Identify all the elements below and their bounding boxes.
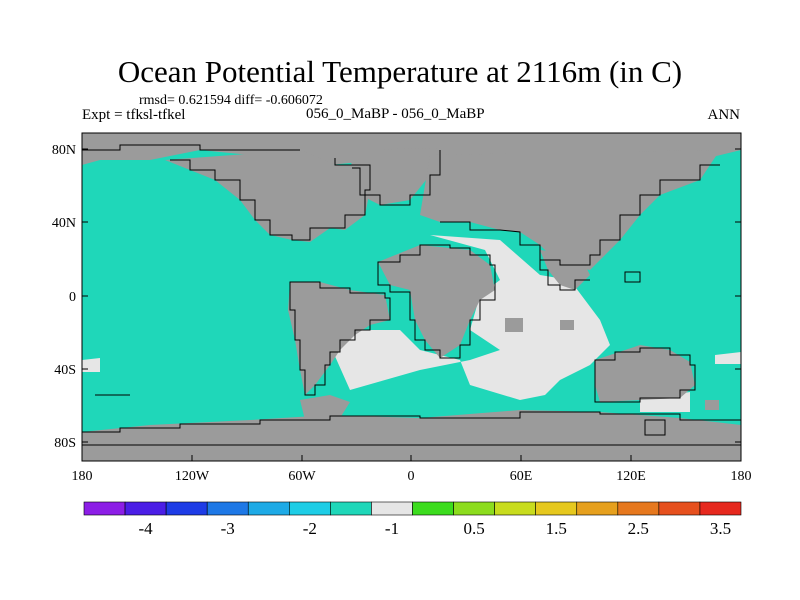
- colorbar-label: 0.5: [463, 519, 484, 538]
- colorbar-swatch: [371, 501, 413, 516]
- lat-tick-labels: 80N 40N 0 40S 80S: [52, 143, 76, 451]
- experiment-label: Expt = tfksl-tfkel: [82, 107, 186, 123]
- lon-label-0: 0: [408, 469, 415, 484]
- colorbar-swatch: [289, 501, 331, 516]
- colorbar-swatch: [617, 501, 660, 516]
- colorbar-label: 1.5: [546, 519, 567, 538]
- stats-line: rmsd= 0.621594 diff= -0.606072: [139, 93, 323, 108]
- colorbar-label: 2.5: [628, 519, 649, 538]
- colorbar-swatch: [699, 501, 742, 516]
- lon-label-120e: 120E: [616, 469, 646, 484]
- lat-label-40n: 40N: [52, 216, 76, 231]
- lat-label-80n: 80N: [52, 143, 76, 158]
- colorbar-label: -4: [139, 519, 154, 538]
- case-label: 056_0_MaBP - 056_0_MaBP: [306, 106, 485, 122]
- colorbar-swatch: [535, 501, 578, 516]
- land-fill: [82, 133, 741, 461]
- colorbar-swatch: [247, 501, 290, 516]
- lon-label-60w: 60W: [288, 469, 316, 484]
- colorbar-swatch: [165, 501, 208, 516]
- colorbar-label: -1: [385, 519, 399, 538]
- lon-tick-labels: 180 120W 60W 0 60E 120E 180: [72, 469, 752, 484]
- colorbar-label: -2: [303, 519, 317, 538]
- lon-label-180w: 180: [72, 469, 93, 484]
- lat-ticks: [82, 148, 741, 443]
- colorbar-swatch: [124, 501, 167, 516]
- colorbar-swatch: [330, 501, 372, 516]
- lon-label-60e: 60E: [510, 469, 533, 484]
- lat-label-40s: 40S: [54, 363, 76, 378]
- colorbar-swatch: [83, 501, 126, 516]
- colorbar: [83, 501, 742, 516]
- colorbar-swatch: [494, 501, 536, 516]
- near-zero-fill: [82, 228, 741, 412]
- colorbar-swatch: [453, 501, 495, 516]
- colorbar-label: -3: [221, 519, 235, 538]
- colorbar-swatch: [576, 501, 619, 516]
- colorbar-swatch: [206, 501, 249, 516]
- colorbar-swatch: [412, 501, 454, 516]
- lat-label-80s: 80S: [54, 436, 76, 451]
- season-label: ANN: [707, 107, 741, 123]
- lon-ticks: [81, 455, 742, 461]
- colorbar-label: 3.5: [710, 519, 731, 538]
- colorbar-swatch: [658, 501, 701, 516]
- map-title: Ocean Potential Temperature at 2116m (in…: [117, 54, 683, 89]
- lon-label-180e: 180: [731, 469, 752, 484]
- map-panel: 80N 40N 0 40S 80S 180 120W 60W 0 60E 120…: [52, 132, 752, 484]
- lat-label-eq: 0: [69, 290, 76, 305]
- coastlines: [82, 144, 741, 446]
- lon-label-120w: 120W: [175, 469, 210, 484]
- colorbar-labels: -4 -3 -2 -1 0.5 1.5 2.5 3.5: [139, 519, 732, 538]
